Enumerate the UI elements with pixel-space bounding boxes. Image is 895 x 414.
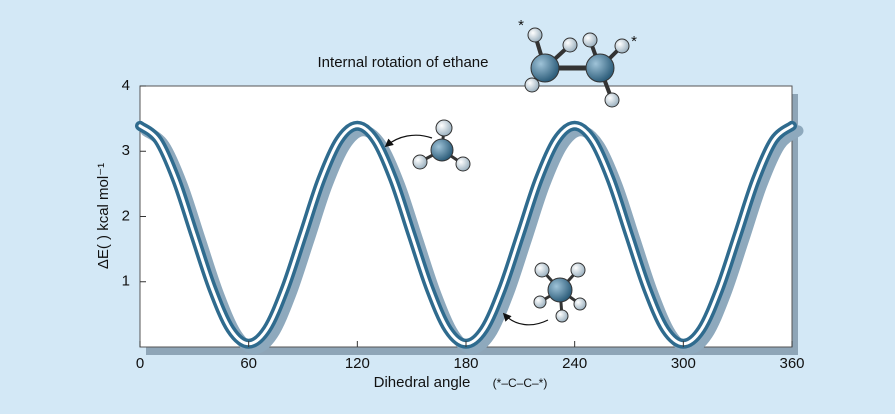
atom-marker: * xyxy=(518,17,524,34)
atom-marker: * xyxy=(631,33,637,50)
x-axis-note: (*–C–C–*) xyxy=(493,376,548,390)
x-axis-label: Dihedral angle xyxy=(374,374,471,391)
x-tick-label: 360 xyxy=(779,355,804,372)
plot-area xyxy=(140,86,792,347)
x-tick-label: 300 xyxy=(671,355,696,372)
chart: Internal rotation of ethane Dihedral ang… xyxy=(0,0,895,414)
y-tick-label: 2 xyxy=(122,207,130,224)
y-tick-label: 1 xyxy=(122,273,130,290)
x-tick-label: 120 xyxy=(345,355,370,372)
y-tick-label: 4 xyxy=(122,77,130,94)
y-tick-label: 3 xyxy=(122,142,130,159)
x-tick-label: 240 xyxy=(562,355,587,372)
x-tick-label: 60 xyxy=(240,355,257,372)
x-tick-label: 180 xyxy=(453,355,478,372)
y-axis-label: ΔE( ) kcal mol⁻¹ xyxy=(95,163,112,269)
chart-title: Internal rotation of ethane xyxy=(318,54,489,71)
x-tick-label: 0 xyxy=(136,355,144,372)
